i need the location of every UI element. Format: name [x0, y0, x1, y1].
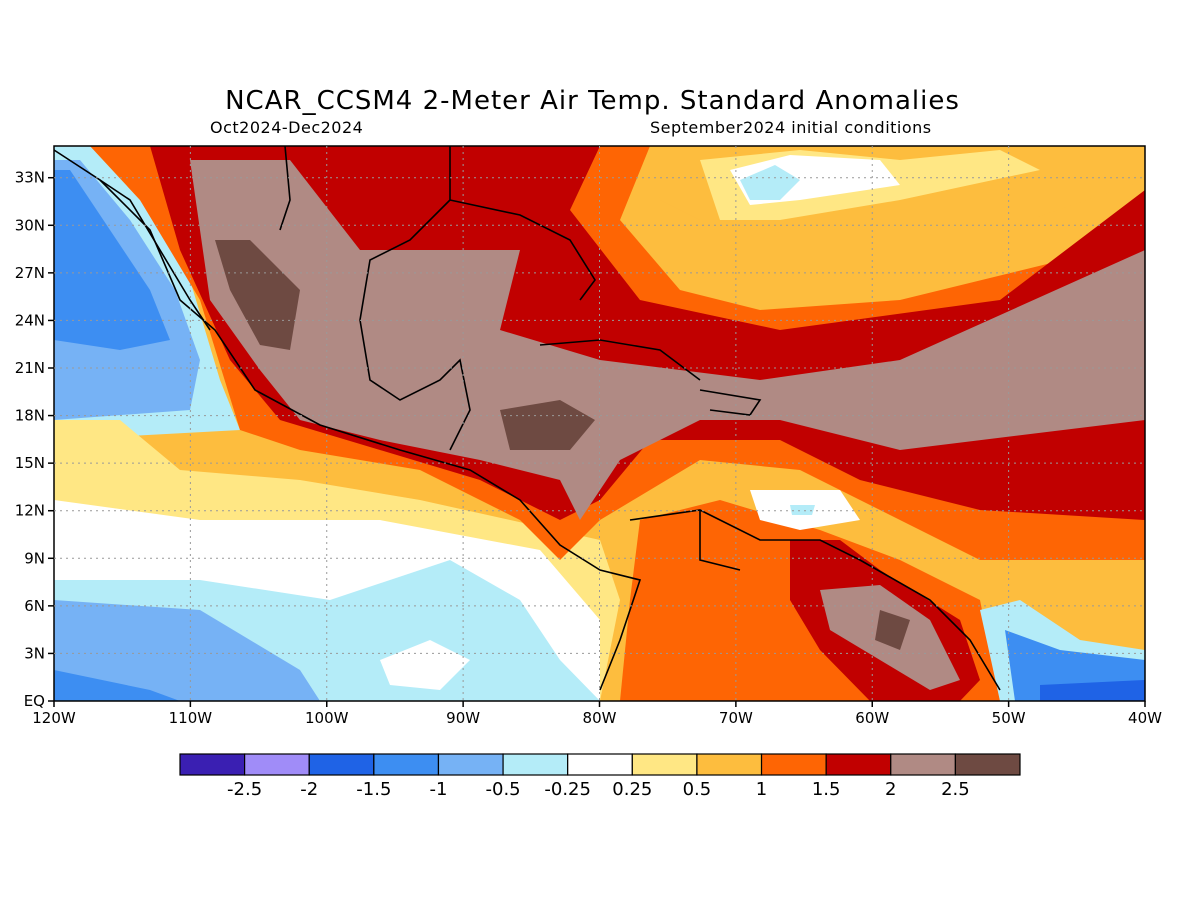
- colorbar-label: 1.5: [812, 779, 841, 800]
- colorbar-label: -0.5: [486, 779, 521, 800]
- colorbar-swatch: [631, 753, 698, 776]
- initial-conditions: September2024 initial conditions: [650, 118, 932, 137]
- colorbar-swatch: [308, 753, 375, 776]
- forecast-period: Oct2024-Dec2024: [210, 118, 364, 137]
- y-tick-label: 12N: [15, 502, 45, 520]
- colorbar-swatch: [696, 753, 763, 776]
- x-tick-label: 60W: [855, 709, 889, 727]
- colorbar-swatch: [567, 753, 633, 776]
- y-tick-label: 3N: [24, 644, 45, 662]
- colorbar-label: -1: [429, 779, 447, 800]
- colorbar-label: -0.25: [544, 779, 591, 800]
- colorbar-label: -1.5: [356, 779, 391, 800]
- colorbar-swatch: [437, 753, 504, 776]
- colorbar-swatch: [373, 753, 440, 776]
- colorbar-label: 0.5: [683, 779, 712, 800]
- x-tick-label: 120W: [32, 709, 76, 727]
- x-tick-label: 70W: [719, 709, 753, 727]
- colorbar-swatch: [890, 753, 956, 776]
- y-tick-label: 24N: [15, 311, 45, 329]
- y-tick-label: 33N: [15, 169, 45, 187]
- coastlines: [53, 145, 1001, 691]
- y-tick-label: 30N: [15, 216, 45, 234]
- colorbar-swatch: [244, 753, 310, 776]
- colorbar-label: 2: [885, 779, 896, 800]
- y-tick-label: EQ: [24, 692, 45, 710]
- colorbar-swatch: [179, 753, 246, 776]
- y-tick-label: 6N: [24, 597, 45, 615]
- colorbar-label: 0.25: [612, 779, 652, 800]
- x-tick-label: 50W: [992, 709, 1026, 727]
- colorbar-label: -2.5: [227, 779, 262, 800]
- x-tick-label: 80W: [583, 709, 617, 727]
- y-tick-label: 9N: [24, 549, 45, 567]
- map-axes: 120W 110W 100W 90W 80W 70W 60W 50W 40W EQ 3N 6N 9N 12…: [15, 169, 1162, 727]
- y-tick-label: 21N: [15, 359, 45, 377]
- colorbar-swatch: [502, 753, 569, 776]
- map-grid: [54, 146, 1145, 701]
- colorbar-swatch: [954, 753, 1021, 776]
- x-tick-label: 100W: [305, 709, 349, 727]
- x-tick-label: 40W: [1128, 709, 1162, 727]
- colorbar-swatch: [760, 753, 827, 776]
- colorbar-swatch: [825, 753, 892, 776]
- map-title: NCAR_CCSM4 2-Meter Air Temp. Standard An…: [225, 86, 960, 116]
- colorbar-label: 1: [756, 779, 767, 800]
- colorbar-label: 2.5: [941, 779, 970, 800]
- y-tick-label: 18N: [15, 407, 45, 425]
- x-tick-label: 90W: [446, 709, 480, 727]
- x-tick-label: 110W: [169, 709, 213, 727]
- colorbar: -2.5 -2 -1.5 -1 -0.5 -0.25 0.25 0.5 1 1.5 2 2.5: [179, 753, 1021, 800]
- y-tick-label: 15N: [15, 454, 45, 472]
- colorbar-label: -2: [300, 779, 318, 800]
- y-tick-label: 27N: [15, 264, 45, 282]
